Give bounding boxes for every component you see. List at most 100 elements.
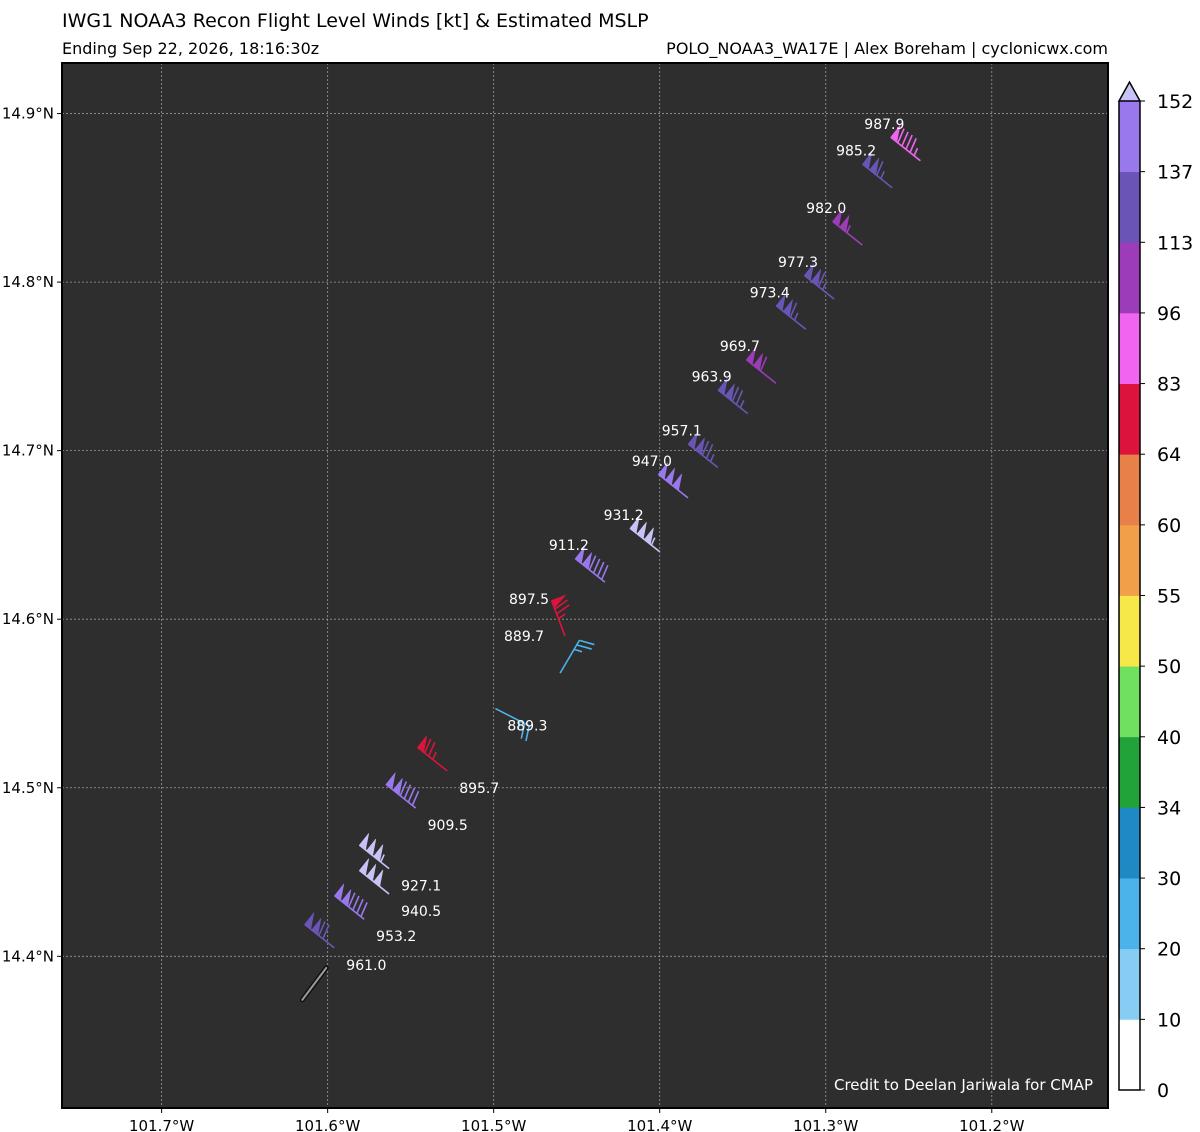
barb-feather — [759, 356, 768, 372]
colorbar-segment — [1119, 383, 1140, 455]
wind-barb — [717, 378, 749, 415]
x-tick-label: 101.6°W — [295, 1117, 360, 1132]
mslp-label: 973.4 — [750, 285, 790, 301]
mslp-label: 987.9 — [864, 117, 904, 133]
colorbar-segment — [1119, 948, 1140, 1020]
barb-staff — [494, 707, 530, 727]
barb-feather — [596, 561, 605, 577]
barb-feather — [399, 781, 408, 797]
mslp-labels: 961.0 953.2 940.5 927.1 909.5 895.7 889.3 889.7… — [346, 117, 904, 974]
colorbar-segment — [1119, 595, 1140, 667]
barb-flag — [717, 378, 728, 396]
mslp-label: 889.7 — [504, 629, 544, 645]
barb-feather — [554, 599, 568, 610]
barb-half-feather — [650, 537, 656, 546]
barb-feather — [525, 725, 530, 742]
y-tick-label: 14.4°N — [2, 947, 54, 965]
colorbar-segment — [1119, 524, 1140, 596]
barb-feather — [403, 784, 412, 800]
wind-barb — [890, 125, 921, 162]
barb-half-feather — [517, 720, 521, 730]
barb-feather — [909, 138, 917, 153]
barb-flag — [745, 347, 756, 366]
colorbar-tick-label: 152 — [1157, 91, 1193, 113]
plot-area — [62, 63, 1108, 1108]
colorbar-tick-label: 20 — [1157, 939, 1181, 961]
barb-flag — [311, 918, 322, 936]
barb-half-feather — [846, 224, 851, 234]
mslp-label: 985.2 — [836, 144, 876, 160]
barb-feather — [897, 128, 905, 144]
mslp-label: 889.3 — [507, 719, 547, 735]
colorbar-tick-label: 96 — [1157, 303, 1181, 325]
barb-flag — [385, 772, 396, 790]
colorbar-tick-label: 60 — [1157, 515, 1181, 537]
mslp-label: 953.2 — [376, 929, 416, 945]
colorbar-tick-label: 64 — [1157, 444, 1181, 466]
barb-feather — [322, 924, 330, 940]
wind-barb — [862, 152, 893, 189]
barb-flag — [687, 432, 698, 450]
barb-flag — [643, 527, 654, 545]
y-tick-label: 14.6°N — [2, 610, 54, 628]
barb-feather — [600, 565, 609, 580]
y-tick-label: 14.7°N — [2, 442, 54, 460]
barb-flag — [775, 293, 786, 312]
wind-barb — [358, 833, 390, 870]
x-tick-label: 101.2°W — [959, 1117, 1024, 1132]
mslp-label: 982.0 — [806, 201, 846, 217]
mslp-label: 897.5 — [509, 592, 549, 608]
barb-flag — [636, 521, 647, 540]
x-tick-label: 101.7°W — [129, 1117, 194, 1132]
barb-flag — [839, 215, 850, 233]
x-axis: 101.7°W 101.6°W 101.5°W 101.4°W 101.3°W 101.2… — [129, 1108, 1025, 1132]
colorbar-tick-label: 30 — [1157, 868, 1181, 890]
y-tick-label: 14.5°N — [2, 779, 54, 797]
barb-flag — [551, 594, 566, 609]
wind-barb — [358, 858, 390, 895]
barb-feather — [579, 639, 595, 646]
credit-text: Credit to Deelan Jariwala for CMAP — [834, 1076, 1093, 1094]
chart-title: IWG1 NOAA3 Recon Flight Level Winds [kt]… — [62, 10, 649, 32]
mslp-label: 977.3 — [778, 255, 818, 271]
colorbar-tick-label: 34 — [1157, 797, 1181, 819]
barb-half-feather — [558, 613, 566, 620]
barb-feather — [411, 790, 420, 806]
barb-feather — [427, 741, 436, 757]
mslp-label: 947.0 — [632, 454, 672, 470]
barb-flag — [629, 516, 640, 534]
barb-feather — [356, 898, 364, 914]
barb-flag — [366, 864, 377, 882]
colorbar-tick-label: 137 — [1157, 162, 1193, 184]
barb-half-feather — [432, 751, 437, 760]
colorbar-segment — [1119, 312, 1140, 384]
mslp-label: 927.1 — [401, 879, 441, 895]
wind-barb — [832, 209, 863, 246]
wind-barb — [559, 639, 595, 674]
barb-flag — [694, 437, 705, 455]
wind-barb — [629, 516, 661, 553]
barb-flag — [811, 269, 822, 287]
barb-flag — [574, 546, 585, 564]
colorbar-segment — [1119, 666, 1140, 738]
barb-feather — [592, 558, 601, 574]
flight-track — [299, 965, 329, 1003]
wind-barb — [334, 883, 368, 920]
plot-frame — [61, 62, 1109, 1109]
wind-barb — [803, 263, 835, 300]
y-axis: 14.4°N 14.5°N 14.6°N 14.7°N 14.8°N 14.9°N — [2, 105, 62, 965]
barb-feather — [789, 302, 798, 318]
barb-feather — [705, 443, 714, 459]
wind-barb — [550, 594, 570, 637]
mslp-label: 969.7 — [720, 339, 760, 355]
barb-flag — [359, 858, 370, 876]
barb-flag — [664, 468, 675, 486]
barb-flag — [724, 383, 735, 402]
mslp-label: 940.5 — [401, 904, 441, 920]
barb-feather — [701, 440, 710, 456]
colorbar-segment — [1119, 171, 1140, 243]
colorbar-segment — [1119, 1019, 1140, 1091]
wind-barb — [657, 462, 689, 499]
chart-subtitle-time: Ending Sep 22, 2026, 18:16:30z — [62, 39, 320, 58]
wind-barb — [494, 707, 530, 742]
